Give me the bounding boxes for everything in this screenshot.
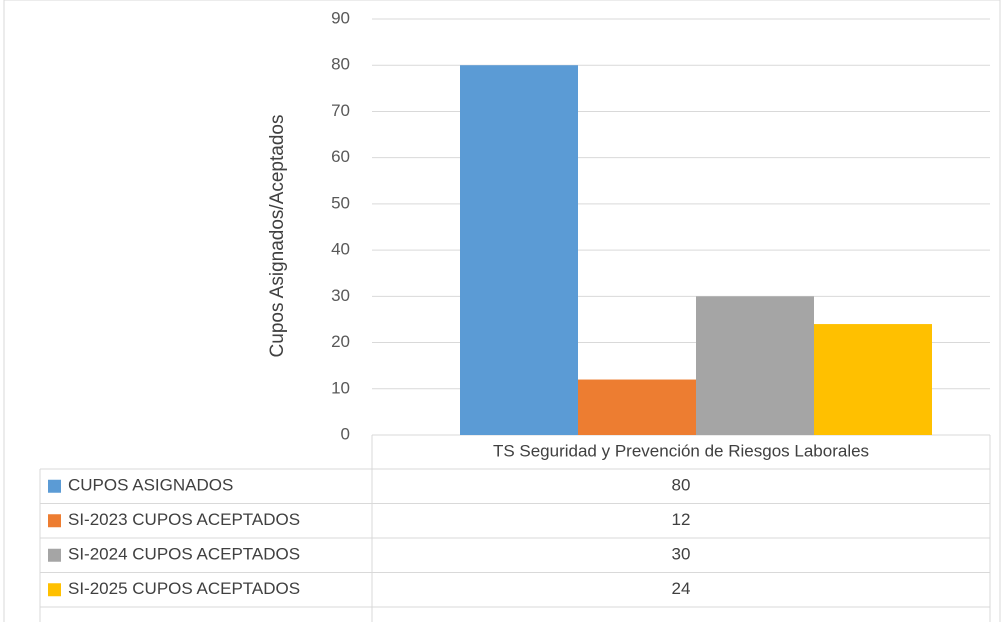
data-table-value: 12 bbox=[672, 510, 691, 529]
y-tick-label: 40 bbox=[331, 240, 350, 259]
legend-label: CUPOS ASIGNADOS bbox=[68, 476, 233, 495]
bar bbox=[578, 379, 696, 435]
y-tick-label: 10 bbox=[331, 378, 350, 397]
bar bbox=[696, 296, 814, 435]
y-tick-label: 30 bbox=[331, 286, 350, 305]
category-label: TS Seguridad y Prevención de Riesgos Lab… bbox=[493, 441, 869, 460]
chart-border bbox=[3, 0, 1001, 627]
legend-key bbox=[48, 514, 61, 528]
y-tick-label: 70 bbox=[331, 101, 350, 120]
legend-key bbox=[48, 548, 61, 562]
data-table-value: 30 bbox=[672, 545, 691, 564]
y-tick-label: 60 bbox=[331, 147, 350, 166]
bar bbox=[814, 324, 932, 435]
legend-key bbox=[48, 583, 61, 597]
y-tick-label: 90 bbox=[331, 8, 350, 27]
y-tick-label: 20 bbox=[331, 332, 350, 351]
legend-key bbox=[48, 479, 61, 493]
legend-label: SI-2024 CUPOS ACEPTADOS bbox=[68, 545, 300, 564]
y-axis-ticks: 0 10 20 30 40 50 60 70 80 90 bbox=[331, 8, 350, 443]
y-axis-label: Cupos Asignados/Aceptados bbox=[267, 115, 288, 358]
y-tick-label: 50 bbox=[331, 193, 350, 212]
data-table-value: 24 bbox=[672, 579, 691, 598]
legend-label: SI-2023 CUPOS ACEPTADOS bbox=[68, 510, 300, 529]
y-tick-label: 80 bbox=[331, 55, 350, 74]
bar bbox=[460, 65, 578, 435]
data-table-value: 80 bbox=[672, 476, 691, 495]
bars bbox=[460, 65, 932, 435]
y-tick-label: 0 bbox=[341, 424, 350, 443]
legend-label: SI-2025 CUPOS ACEPTADOS bbox=[68, 579, 300, 598]
data-table: TS Seguridad y Prevención de Riesgos Lab… bbox=[39, 435, 991, 622]
